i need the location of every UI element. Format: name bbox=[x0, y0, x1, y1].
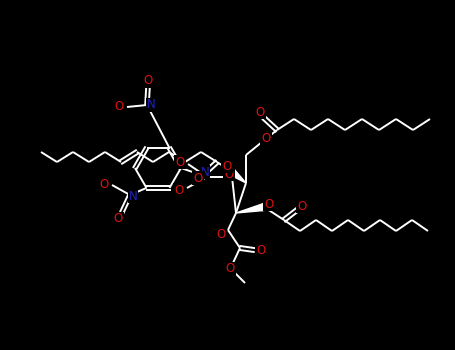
Text: O: O bbox=[225, 262, 235, 275]
Text: O: O bbox=[298, 199, 307, 212]
Text: O: O bbox=[193, 172, 202, 184]
Text: O: O bbox=[143, 75, 152, 88]
Text: O: O bbox=[174, 183, 184, 196]
Text: O: O bbox=[222, 160, 232, 173]
Text: O: O bbox=[264, 197, 273, 210]
Text: O: O bbox=[255, 105, 265, 119]
Text: O: O bbox=[261, 132, 271, 145]
Text: O: O bbox=[99, 178, 109, 191]
Text: N: N bbox=[147, 98, 155, 112]
Polygon shape bbox=[230, 169, 246, 183]
Text: N: N bbox=[129, 189, 137, 203]
Text: O: O bbox=[217, 229, 226, 241]
Text: O: O bbox=[114, 100, 124, 113]
Text: O: O bbox=[224, 168, 233, 181]
Text: O: O bbox=[256, 244, 266, 257]
Polygon shape bbox=[236, 204, 265, 213]
Text: O: O bbox=[175, 155, 185, 168]
Text: N: N bbox=[201, 166, 209, 178]
Text: O: O bbox=[113, 212, 123, 225]
